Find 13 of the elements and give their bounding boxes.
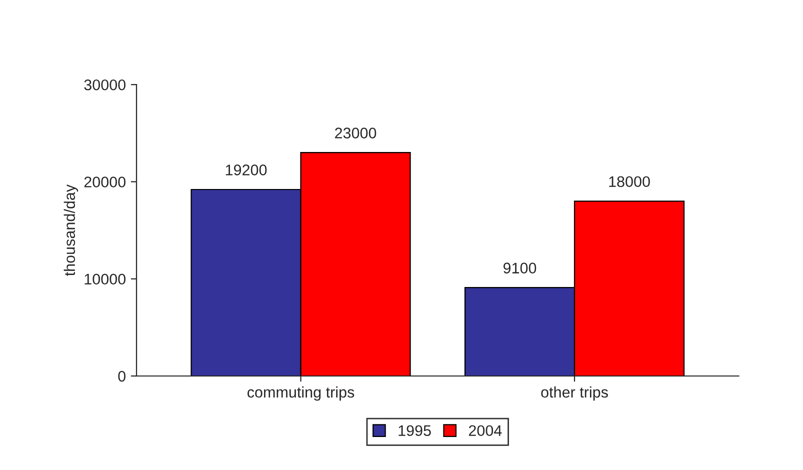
y-tick-label: 10000 — [84, 274, 126, 285]
data-label: 19200 — [226, 164, 267, 176]
y-tick-label: 0 — [118, 370, 126, 382]
data-label: 23000 — [335, 128, 376, 138]
y-axis-title: thousand/day — [64, 184, 78, 276]
x-tick-label: other trips — [541, 386, 608, 401]
data-label: 18000 — [609, 176, 650, 188]
data-label: 9100 — [503, 262, 536, 274]
y-tick-label: 20000 — [84, 176, 126, 188]
y-tick-label: 30000 — [84, 79, 126, 90]
x-tick-label: commuting trips — [248, 386, 354, 401]
legend-label: 1995 — [398, 425, 431, 436]
legend-label: 2004 — [468, 425, 502, 436]
